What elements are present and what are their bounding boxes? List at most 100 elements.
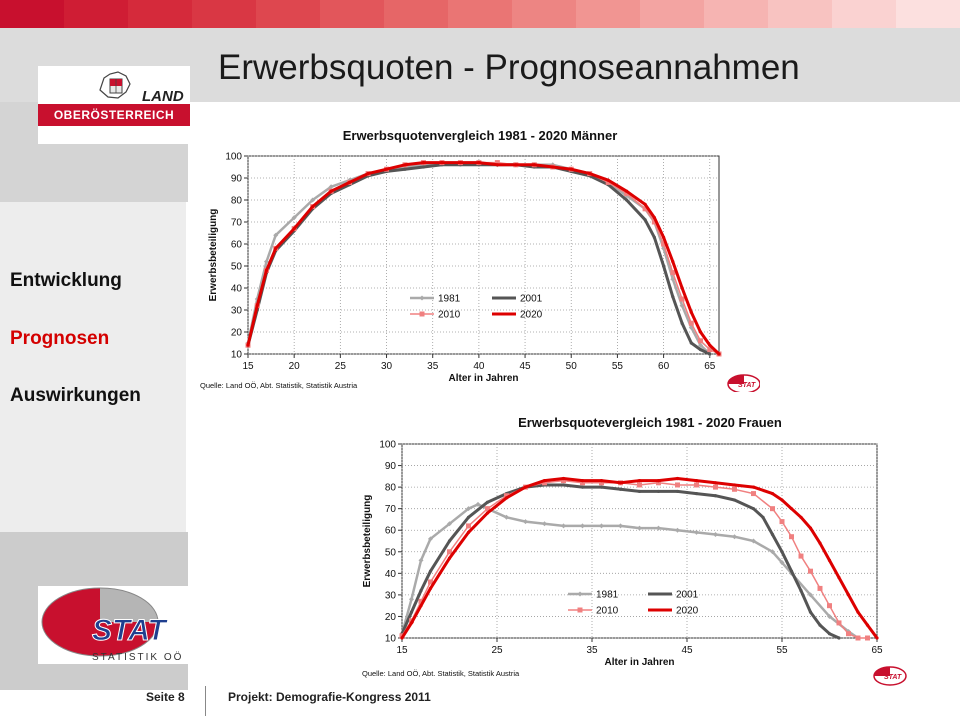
chart-legend: 1981 2001 2010 2020 <box>410 294 543 321</box>
y-tick-label: 50 <box>385 547 397 558</box>
data-point-2010 <box>418 598 424 604</box>
legend-label: 1981 <box>438 294 461 305</box>
data-point-2020 <box>347 180 352 184</box>
header-bar-segment <box>0 0 64 28</box>
chart-legend: 1981 2001 2010 2020 <box>568 590 699 617</box>
data-point-2020 <box>865 623 870 627</box>
y-tick-label: 100 <box>225 152 242 163</box>
data-point-2020 <box>409 621 414 625</box>
legend-label: 2001 <box>676 590 699 601</box>
data-point-1981 <box>504 514 509 520</box>
data-point-2020 <box>827 558 832 562</box>
legend-label: 2010 <box>596 606 619 617</box>
data-point-2020 <box>713 481 718 485</box>
sidebar-item-prognosen[interactable]: Prognosen <box>10 328 110 349</box>
data-point-2001 <box>694 491 699 496</box>
header-bar-segment <box>704 0 768 28</box>
stat-badge-text: STAT <box>738 382 756 389</box>
data-point-2001 <box>808 610 813 614</box>
legend-label: 2010 <box>438 310 461 321</box>
plot-area <box>247 155 720 355</box>
data-point-2010 <box>428 579 433 585</box>
chart-svg: Erwerbsquotenvergleich 1981 - 2020 Männe… <box>200 128 760 392</box>
footer-divider <box>205 686 206 716</box>
data-point-2010 <box>789 534 794 540</box>
legend-item-2020: 2020 <box>648 606 699 617</box>
data-point-2020 <box>419 604 423 608</box>
data-point-2010 <box>637 482 642 488</box>
x-tick-label: 45 <box>681 645 693 656</box>
data-point-1981 <box>779 560 785 566</box>
footer-page-number: Seite 8 <box>146 690 185 704</box>
data-point-2020 <box>599 479 604 483</box>
data-point-2001 <box>618 487 623 491</box>
data-point-2001 <box>661 264 666 268</box>
data-point-2001 <box>652 235 656 239</box>
data-point-2001 <box>713 494 718 498</box>
y-tick-label: 20 <box>385 612 397 623</box>
x-tick-label: 20 <box>289 361 301 372</box>
data-point-2001 <box>599 485 604 489</box>
data-point-1981 <box>770 549 775 555</box>
header-bar-segment <box>448 0 512 28</box>
y-axis-label: Erwerbsbeteiligung <box>362 495 373 588</box>
data-point-2020 <box>671 260 675 264</box>
header-bar-segment <box>576 0 640 28</box>
data-point-2001 <box>580 485 585 489</box>
data-point-2001 <box>625 198 629 202</box>
data-point-2010 <box>504 493 509 499</box>
y-tick-label: 90 <box>385 461 397 472</box>
chart-title: Erwerbsquotevergleich 1981 - 2020 Frauen <box>518 415 782 430</box>
chart-svg: Erwerbsquotevergleich 1981 - 2020 Frauen… <box>362 415 907 686</box>
legend-marker <box>577 607 583 613</box>
sidebar-item-auswirkungen[interactable]: Auswirkungen <box>10 385 141 406</box>
header-color-bar <box>0 0 960 28</box>
legend-label: 1981 <box>596 590 619 601</box>
header-bar-segment <box>64 0 128 28</box>
series-2020 <box>400 476 879 640</box>
legend-item-1981: 1981 <box>410 294 461 305</box>
data-point-1981 <box>637 525 642 531</box>
x-tick-label: 25 <box>491 645 503 656</box>
data-point-1981 <box>675 527 680 533</box>
stat-badge-icon: STAT <box>727 374 760 392</box>
data-point-2020 <box>458 161 463 165</box>
data-point-2010 <box>836 620 842 626</box>
y-tick-label: 80 <box>231 196 243 207</box>
data-point-2020 <box>264 268 269 272</box>
sidebar-item-entwicklung[interactable]: Entwicklung <box>10 270 122 291</box>
data-point-2001 <box>421 165 426 169</box>
header-bar-segment <box>128 0 192 28</box>
data-point-2020 <box>569 167 573 171</box>
data-point-2010 <box>817 585 823 591</box>
legend-label: 2020 <box>520 310 543 321</box>
data-point-2020 <box>311 205 315 209</box>
data-point-2020 <box>808 526 813 530</box>
data-point-2020 <box>403 163 407 167</box>
data-point-2020 <box>421 161 426 165</box>
data-point-1981 <box>618 523 623 529</box>
data-point-2010 <box>542 480 547 486</box>
data-point-1981 <box>580 523 585 529</box>
chart-source: Quelle: Land OÖ, Abt. Statistik, Statist… <box>200 381 358 390</box>
data-point-2020 <box>837 576 841 580</box>
data-point-2020 <box>875 636 879 640</box>
data-point-2020 <box>770 491 775 496</box>
data-point-1981 <box>694 529 699 535</box>
data-point-2001 <box>675 489 680 494</box>
data-point-2010 <box>770 506 775 512</box>
data-point-2001 <box>827 632 832 636</box>
data-point-2020 <box>329 189 333 193</box>
legend-item-2010: 2010 <box>568 606 619 617</box>
data-point-2001 <box>770 532 775 537</box>
data-point-1981 <box>542 521 547 527</box>
data-point-2001 <box>643 218 647 222</box>
data-point-2001 <box>637 489 642 494</box>
legend-label: 2001 <box>520 294 543 305</box>
legend-item-2020: 2020 <box>492 310 543 321</box>
data-point-1981 <box>466 506 471 512</box>
data-point-1981 <box>713 532 718 538</box>
header-bar-segment <box>832 0 896 28</box>
data-point-2020 <box>694 479 699 483</box>
sidebar-nav-panel <box>0 202 186 532</box>
